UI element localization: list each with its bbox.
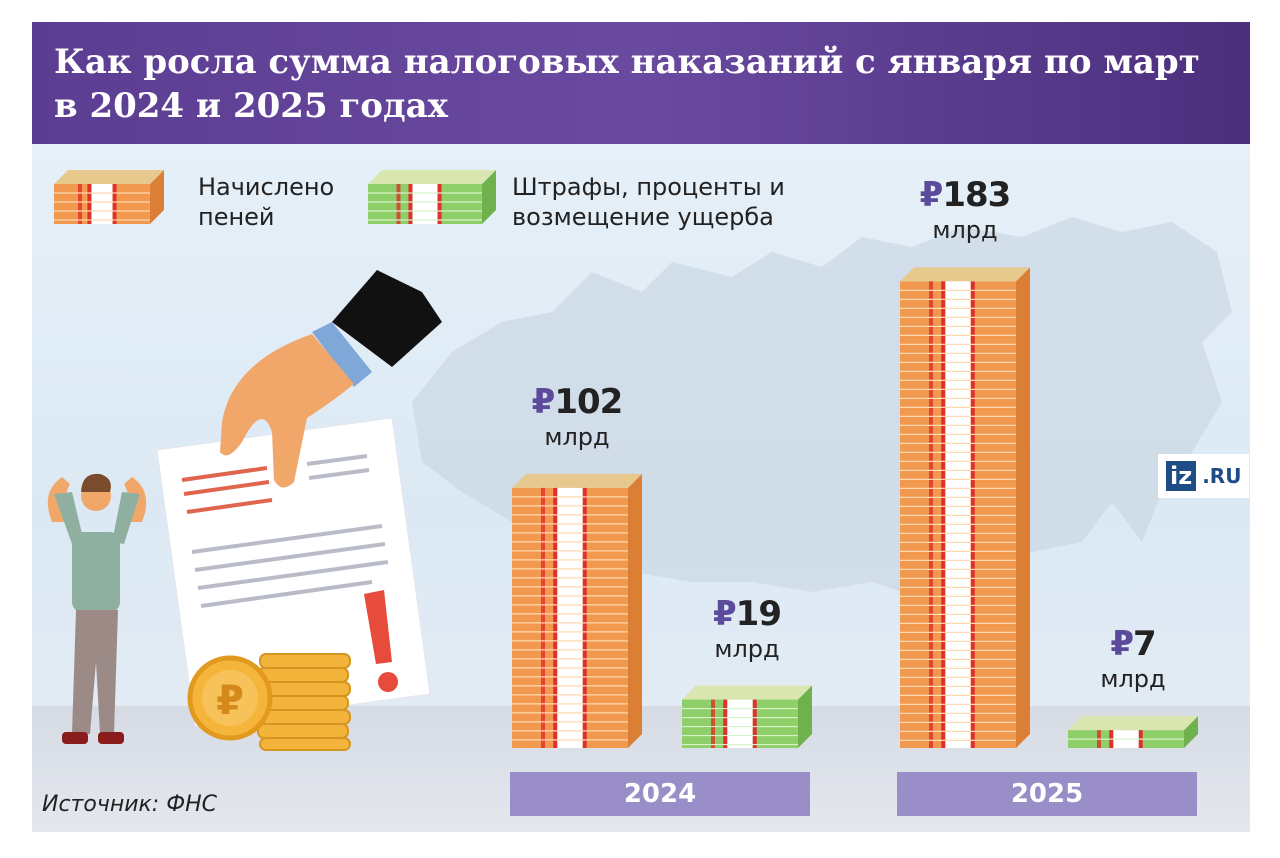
value-label-fines-2025: ₽7 млрд: [1038, 624, 1228, 694]
bar-penalties-2024: [512, 473, 642, 748]
value-number: ₽183: [870, 175, 1060, 215]
logo-text: .RU: [1202, 464, 1242, 488]
bar-chart: [512, 267, 1198, 748]
legend-stack-green: [368, 170, 496, 224]
legend-penalties-label: Начислено пеней: [198, 173, 335, 231]
money-stack-green-icon: [368, 170, 496, 224]
ruble-symbol: ₽: [713, 593, 737, 634]
person-icon: [47, 473, 147, 744]
value-number: ₽7: [1038, 624, 1228, 664]
year-label-2025: 2025: [897, 772, 1197, 816]
ruble-symbol: ₽: [531, 381, 556, 422]
hand-icon: [220, 270, 442, 488]
bar-fines-2025: [1068, 716, 1198, 748]
ruble-symbol: ₽: [919, 175, 944, 216]
value-text: 7: [1133, 624, 1157, 665]
value-label-fines-2024: ₽19 млрд: [652, 594, 842, 664]
illustration-layer: ₽: [47, 170, 1232, 751]
exclamation-icon: [364, 590, 398, 692]
chart-title: Как росла сумма налоговых наказаний с ян…: [54, 42, 1200, 126]
value-unit: млрд: [714, 634, 780, 663]
value-number: ₽19: [652, 594, 842, 634]
bar-penalties-2025: [900, 267, 1030, 748]
value-text: 183: [942, 175, 1011, 216]
svg-text:₽: ₽: [216, 678, 244, 724]
ruble-symbol: ₽: [1110, 624, 1134, 665]
infographic-card: Как росла сумма налоговых наказаний с ян…: [32, 22, 1250, 832]
value-unit: млрд: [1100, 665, 1166, 694]
bar-fines-2024: [682, 685, 812, 748]
legend-fines-label: Штрафы, проценты и возмещение ущерба: [512, 173, 785, 231]
ruble-coin-icon: ₽: [187, 653, 351, 751]
logo-box: iz: [1166, 461, 1197, 491]
value-label-penalties-2025: ₽183 млрд: [870, 175, 1060, 245]
document-icon: [156, 417, 431, 727]
value-unit: млрд: [544, 422, 610, 451]
value-unit: млрд: [932, 216, 998, 245]
legend-stack-orange: [54, 170, 164, 224]
year-label-2024: 2024: [510, 772, 810, 816]
header: Как росла сумма налоговых наказаний с ян…: [32, 22, 1250, 144]
source-note: Источник: ФНС: [42, 792, 218, 817]
money-stack-orange-icon: [54, 170, 164, 224]
value-text: 102: [554, 381, 623, 422]
value-text: 19: [735, 593, 782, 634]
iz-logo: iz .RU: [1158, 454, 1250, 498]
value-number: ₽102: [482, 382, 672, 422]
value-label-penalties-2024: ₽102 млрд: [482, 382, 672, 452]
